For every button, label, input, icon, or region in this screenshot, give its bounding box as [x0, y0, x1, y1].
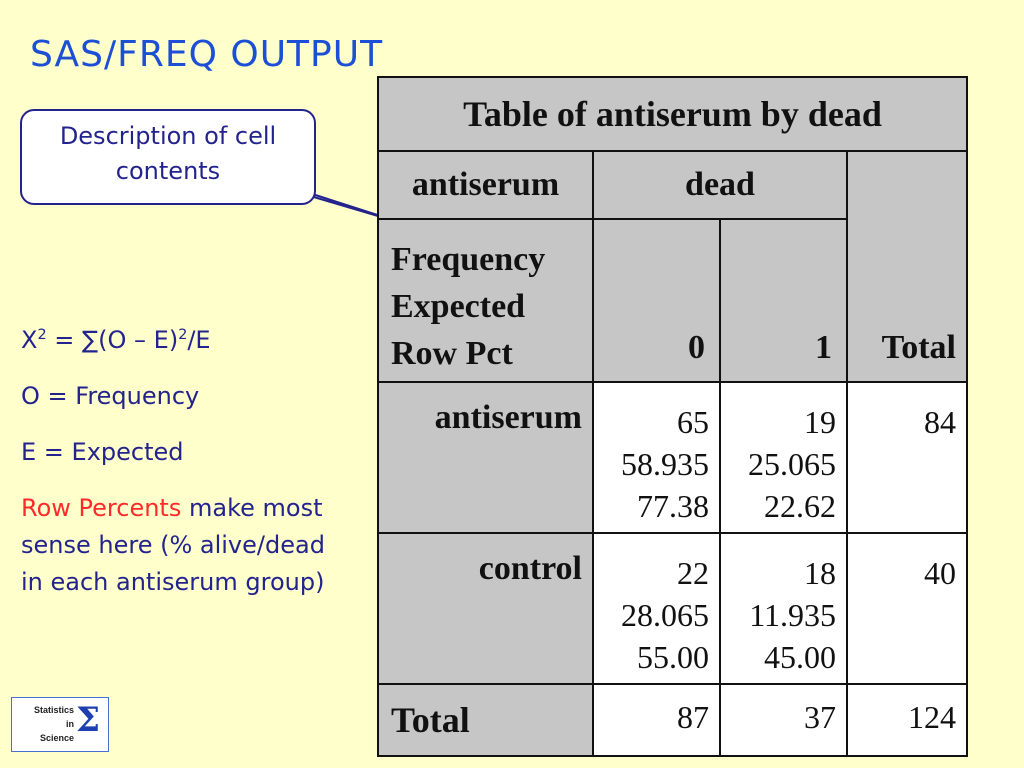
row-total: 84: [924, 404, 956, 440]
total-column-header: Total: [846, 150, 968, 383]
sigma-icon: Σ: [76, 700, 101, 740]
cell-frequency: 19: [804, 404, 836, 440]
legend-frequency: Frequency: [391, 241, 546, 278]
cell-expected: 11.935: [749, 597, 836, 633]
notes-panel: X2 = ∑(O – E)2/E O = Frequency E = Expec…: [21, 322, 341, 620]
row-label: control: [377, 532, 594, 685]
frequency-table: Table of antiserum by dead antiserum dea…: [377, 76, 968, 757]
callout-line-1: Description of cell: [59, 122, 277, 150]
cell-row-pct: 22.62: [764, 488, 836, 524]
grand-total: 124: [846, 683, 968, 757]
callout-box: Description of cell contents: [20, 109, 316, 205]
row-total: 40: [924, 555, 956, 591]
row-variable-header: antiserum: [377, 150, 594, 220]
table-cell: 22 28.065 55.00: [592, 532, 721, 685]
cell-row-pct: 77.38: [637, 488, 709, 524]
slide-title: SAS/FREQ OUTPUT: [30, 34, 384, 75]
cell-expected: 25.065: [748, 446, 836, 482]
row-percent-explanation: make most sense here (% alive/dead in ea…: [21, 494, 325, 596]
totals-row-label: Total: [377, 683, 594, 757]
legend-row-pct: Row Pct: [391, 335, 513, 372]
legend-expected: Expected: [391, 288, 526, 325]
cell-contents-legend: Frequency Expected Row Pct: [377, 218, 594, 383]
cell-frequency: 18: [804, 555, 836, 591]
table-cell: 19 25.065 22.62: [719, 381, 848, 534]
cell-expected: 28.065: [621, 597, 709, 633]
table-cell: 18 11.935 45.00: [719, 532, 848, 685]
row-total-cell: 40: [846, 532, 968, 685]
table-title: Table of antiserum by dead: [377, 76, 968, 152]
cell-frequency: 22: [677, 555, 709, 591]
column-total: 37: [719, 683, 848, 757]
row-percent-note: Row Percents make most sense here (% ali…: [21, 490, 341, 601]
table-cell: 65 58.935 77.38: [592, 381, 721, 534]
row-total-cell: 84: [846, 381, 968, 534]
cell-row-pct: 55.00: [637, 639, 709, 675]
totals-row: Total 87 37 124: [377, 683, 968, 757]
expected-definition: E = Expected: [21, 438, 184, 466]
cell-expected: 58.935: [621, 446, 709, 482]
column-total: 87: [592, 683, 721, 757]
observed-definition: O = Frequency: [21, 382, 200, 410]
chi-square-formula: X2 = ∑(O – E)2/E: [21, 326, 211, 354]
column-header-0: 0: [592, 218, 721, 383]
row-label: antiserum: [377, 381, 594, 534]
row-percent-highlight: Row Percents: [21, 494, 182, 522]
column-variable-header: dead: [592, 150, 848, 220]
callout-line-2: contents: [115, 157, 221, 185]
cell-row-pct: 45.00: [764, 639, 836, 675]
statistics-in-science-logo: Statistics in Science Σ: [11, 697, 109, 752]
logo-text: Statistics in Science: [33, 705, 74, 743]
column-header-1: 1: [719, 218, 848, 383]
cell-frequency: 65: [677, 404, 709, 440]
table-row: control 22 28.065 55.00 18 11.935 45.00 …: [377, 532, 968, 685]
table-row: antiserum 65 58.935 77.38 19 25.065 22.6…: [377, 381, 968, 534]
